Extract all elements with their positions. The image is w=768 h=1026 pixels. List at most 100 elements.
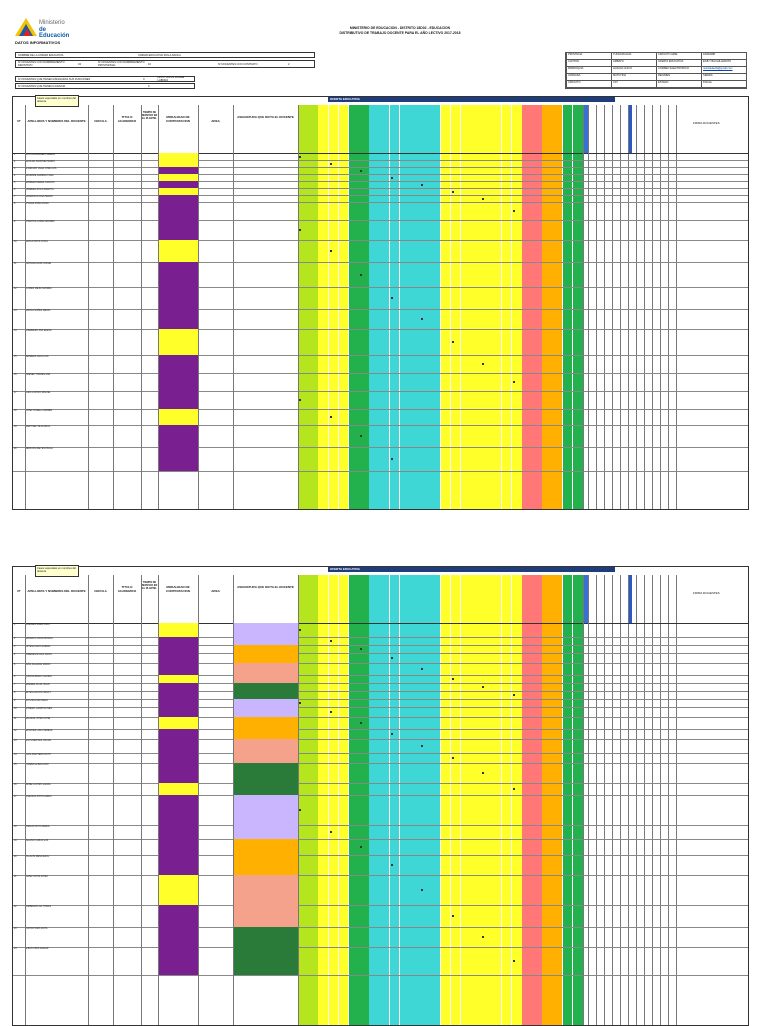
location-info-cell: FISCAL <box>701 81 746 87</box>
hours-mark <box>299 155 301 158</box>
subject-cell <box>233 783 298 795</box>
row-separator <box>13 355 748 356</box>
row-number: 12 <box>14 730 17 732</box>
row-separator <box>13 425 748 426</box>
col-header-title: TITULO ACADEMICO <box>117 585 137 593</box>
location-info-cell: ESTADO <box>656 81 701 87</box>
modality-cell <box>158 153 198 160</box>
row-separator <box>13 975 748 976</box>
row-number: 10 <box>14 708 17 710</box>
offer-column-stripe <box>450 575 461 1025</box>
row-number: 5 <box>14 182 16 184</box>
location-info-row: PARROQUIA HUACHI CHICO CORREO ELECTRONICO u… <box>566 67 746 74</box>
teachers-def-label: Nº DOCENTES CON NOMBRAMIENTO DEFINITIVO <box>18 61 65 67</box>
offer-column-stripe <box>542 575 553 1025</box>
row-number: 13 <box>14 310 17 312</box>
col-header-subject: ASIGNATURA QUE DICTA EL DOCENTE <box>237 115 294 119</box>
side-column-line <box>668 575 669 1025</box>
column-line <box>25 575 26 1025</box>
hours-mark <box>451 678 454 680</box>
row-separator <box>13 729 748 730</box>
offer-column-stripe <box>521 105 532 509</box>
offer-column-stripe <box>399 105 410 509</box>
column-line <box>141 105 142 509</box>
hours-mark <box>512 210 515 212</box>
modality-cell <box>158 373 198 391</box>
teacher-name: ALVARADO VEGA JOSE LUIS <box>25 168 57 170</box>
row-separator <box>13 717 748 718</box>
hours-mark <box>482 686 485 688</box>
offer-column-stripe <box>298 105 308 509</box>
hours-mark <box>360 169 363 172</box>
row-number: 13 <box>14 740 17 742</box>
side-column-line <box>676 575 677 1025</box>
row-number: 9 <box>14 700 16 702</box>
side-column-line <box>628 105 629 509</box>
row-number: 4 <box>14 175 16 177</box>
offer-column-stripe <box>491 575 502 1025</box>
location-info-cell: PROVINCIA <box>566 53 611 59</box>
distribution-table-page-1: Nº APELLIDOS Y NOMBRES DEL DOCENTE CEDULA T… <box>12 95 749 510</box>
hours-mark <box>451 190 454 193</box>
row-number: 17 <box>14 392 17 394</box>
side-column-line <box>652 105 653 509</box>
col-header-area: AREA <box>211 589 220 593</box>
modality-cell <box>158 691 198 699</box>
modality-cell <box>158 783 198 795</box>
offer-column-stripe <box>471 575 481 1025</box>
offer-column-stripe <box>430 575 441 1025</box>
teachers-def-value: 34 <box>78 62 81 66</box>
teacher-name: PAREDES ROJAS SILVIA <box>25 654 52 656</box>
offer-column-stripe <box>379 575 390 1025</box>
teacher-name: CHAVEZ MORA ROSA <box>25 203 49 205</box>
hours-mark <box>329 711 332 713</box>
modality-cell <box>158 637 198 645</box>
row-separator <box>13 160 748 161</box>
col-header-name: APELLIDOS Y NOMBRES DEL DOCENTE <box>27 119 86 123</box>
modality-cell <box>158 729 198 739</box>
side-column-line <box>612 105 613 509</box>
offer-column-stripe <box>460 575 471 1025</box>
row-separator <box>13 373 748 374</box>
side-column-line <box>652 575 653 1025</box>
row-separator <box>13 471 748 472</box>
teacher-name: ZAMBRANO GIL TOMAS <box>25 906 51 908</box>
row-number: 15 <box>14 356 17 358</box>
modality-cell <box>158 188 198 195</box>
side-column-line <box>644 105 645 509</box>
teacher-name: VILLACIS MENA RAUL <box>25 856 49 858</box>
location-info-row: PROVINCIA TUNGURAHUA CIRCUITO AMIE 18H00288 <box>566 53 746 60</box>
hours-mark <box>421 183 424 186</box>
subject-cell <box>233 763 298 783</box>
modality-cell <box>158 675 198 683</box>
row-number: 16 <box>14 374 17 376</box>
row-number: 15 <box>14 764 17 766</box>
modality-cell <box>158 927 198 947</box>
subject-cell <box>233 683 298 691</box>
offer-column-stripe <box>359 575 369 1025</box>
modality-cell <box>158 181 198 188</box>
modality-cell <box>158 753 198 763</box>
modality-cell <box>158 174 198 181</box>
teacher-name: SALAZAR VITERI JOSE <box>25 718 51 720</box>
offer-column-stripe <box>420 105 430 509</box>
column-line <box>88 105 89 509</box>
modality-cell <box>158 739 198 753</box>
side-column-line <box>636 105 637 509</box>
offer-column-stripe <box>511 575 522 1025</box>
hours-mark <box>512 788 515 790</box>
offer-column-stripe <box>369 575 380 1025</box>
hours-mark <box>451 341 454 343</box>
row-separator <box>13 699 748 700</box>
hours-mark <box>299 629 301 631</box>
teacher-name: DAVILA ORTIZ LUCIA <box>25 241 48 243</box>
offer-column-stripe <box>562 105 573 509</box>
subject-cell <box>233 839 298 855</box>
row-number: 12 <box>14 288 17 290</box>
hours-mark <box>360 273 363 276</box>
teacher-name: GUERRERO PAZ ELENA <box>25 330 52 332</box>
side-column-line <box>676 105 677 509</box>
modality-cell <box>158 391 198 409</box>
offer-column-stripe <box>328 575 339 1025</box>
col-header-modality: MODALIDAD DE CONTRATACION <box>166 585 190 593</box>
